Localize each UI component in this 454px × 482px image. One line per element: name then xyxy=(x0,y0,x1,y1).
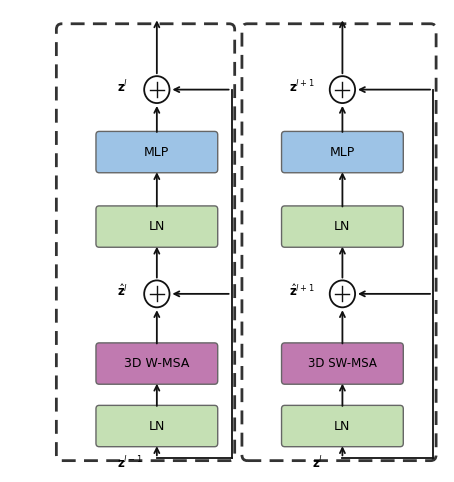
FancyBboxPatch shape xyxy=(96,206,218,247)
Text: 3D SW-MSA: 3D SW-MSA xyxy=(308,357,377,370)
FancyBboxPatch shape xyxy=(96,132,218,173)
Text: $\mathbf{z}^{l+1}$: $\mathbf{z}^{l+1}$ xyxy=(289,79,315,95)
Text: MLP: MLP xyxy=(330,146,355,159)
FancyBboxPatch shape xyxy=(96,343,218,384)
FancyBboxPatch shape xyxy=(281,405,403,447)
Text: $\mathbf{z}^{l-1}$: $\mathbf{z}^{l-1}$ xyxy=(117,455,143,471)
FancyBboxPatch shape xyxy=(96,405,218,447)
Text: LN: LN xyxy=(334,220,350,233)
Text: $\hat{\mathbf{z}}^{l+1}$: $\hat{\mathbf{z}}^{l+1}$ xyxy=(289,283,315,299)
FancyBboxPatch shape xyxy=(281,343,403,384)
Text: LN: LN xyxy=(148,419,165,432)
Text: LN: LN xyxy=(148,220,165,233)
Text: $\mathbf{z}^{l}$: $\mathbf{z}^{l}$ xyxy=(117,79,128,95)
Text: MLP: MLP xyxy=(144,146,169,159)
Text: LN: LN xyxy=(334,419,350,432)
Text: 3D W-MSA: 3D W-MSA xyxy=(124,357,189,370)
Text: $\hat{\mathbf{z}}^{l}$: $\hat{\mathbf{z}}^{l}$ xyxy=(117,283,128,299)
FancyBboxPatch shape xyxy=(281,132,403,173)
Text: $\mathbf{z}^{l}$: $\mathbf{z}^{l}$ xyxy=(312,455,323,471)
FancyBboxPatch shape xyxy=(281,206,403,247)
